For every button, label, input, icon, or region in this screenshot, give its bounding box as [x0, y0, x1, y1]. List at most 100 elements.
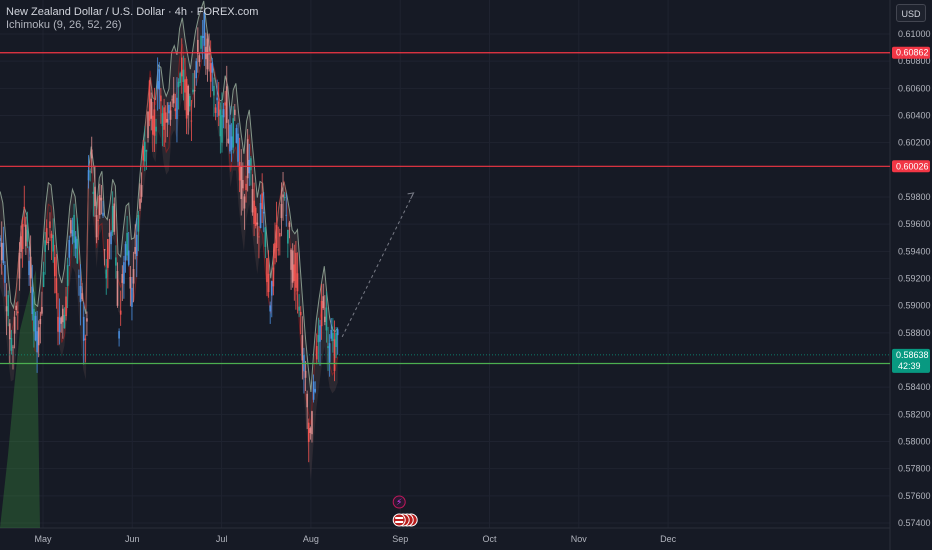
candle-body	[102, 212, 104, 216]
candle-body	[92, 191, 95, 194]
candle-body	[110, 231, 112, 245]
time-tick-label: Sep	[392, 534, 408, 544]
candle-body	[108, 232, 111, 237]
candle-body	[26, 229, 29, 242]
candle-body	[0, 242, 3, 261]
candle-body	[86, 318, 88, 322]
candle-body	[283, 197, 286, 198]
candle-body	[42, 271, 45, 287]
last-price-label: 0.58638	[896, 350, 929, 360]
candle-body	[269, 305, 271, 312]
candle-body	[153, 109, 156, 136]
candle-body	[198, 55, 201, 63]
candle-body	[303, 354, 305, 372]
candle-body	[201, 36, 204, 38]
candle-body	[161, 113, 164, 127]
candle-body	[315, 346, 318, 360]
currency-button[interactable]: USD	[896, 4, 926, 22]
candle-body	[44, 240, 46, 252]
overlays	[0, 52, 890, 365]
candle-body	[320, 300, 323, 327]
candle-body	[53, 257, 56, 277]
lightning-icon[interactable]	[392, 495, 406, 509]
candle-body	[45, 228, 48, 244]
candle-body	[116, 271, 119, 306]
candle-body	[118, 331, 120, 339]
time-tick-label: Jul	[216, 534, 228, 544]
candle-body	[295, 252, 297, 288]
level-price-label: 0.60862	[896, 48, 929, 58]
candle-body	[270, 281, 273, 296]
price-tick-label: 0.58000	[898, 437, 931, 447]
candle-body	[311, 411, 313, 435]
candle-body	[219, 109, 222, 137]
flag-stripe	[395, 521, 404, 523]
candle-body	[81, 293, 83, 300]
candle-body	[279, 232, 281, 237]
candle-body	[137, 215, 140, 232]
bar-countdown-label: 42:39	[898, 361, 921, 371]
candle-body	[49, 221, 51, 228]
time-tick-label: May	[34, 534, 52, 544]
candle-body	[232, 118, 235, 148]
candle-body	[290, 249, 292, 270]
time-tick-label: Aug	[303, 534, 319, 544]
us-flag-icon[interactable]	[392, 513, 406, 527]
candle-body	[330, 329, 333, 339]
candle-body	[5, 306, 8, 312]
candle-body	[74, 236, 77, 249]
candle-body	[65, 296, 67, 317]
event-markers[interactable]: ⚡	[392, 495, 418, 527]
price-axis[interactable]: 0.61000 0.60800 0.60600 0.60400 0.60200 0.598…	[892, 29, 931, 528]
candle-body	[267, 273, 270, 293]
candle-body	[180, 57, 183, 77]
candle-body	[193, 90, 196, 92]
candle-body	[319, 325, 321, 342]
candle-body	[285, 214, 288, 216]
candle-body	[324, 316, 326, 323]
candle-body	[50, 233, 53, 239]
time-tick-label: Dec	[660, 534, 677, 544]
indicator-legend[interactable]: Ichimoku (9, 26, 52, 26)	[6, 19, 122, 31]
candle-body	[87, 170, 90, 181]
candle-body	[335, 333, 337, 347]
candle-body	[98, 195, 101, 215]
candle-body	[147, 111, 149, 139]
candle-body	[299, 311, 302, 316]
candle-body	[155, 126, 157, 132]
candles	[0, 10, 339, 463]
candle-body	[18, 252, 21, 279]
candle-body	[105, 269, 108, 279]
candle-body	[298, 306, 300, 311]
candle-body	[127, 250, 130, 265]
candle-body	[306, 393, 308, 408]
candle-body	[20, 236, 22, 253]
candle-body	[82, 316, 85, 341]
candle-body	[325, 307, 328, 331]
candle-body	[55, 278, 58, 294]
candle-body	[145, 149, 148, 152]
candle-body	[190, 120, 193, 122]
candle-body	[97, 219, 99, 221]
candle-body	[258, 236, 260, 238]
candle-body	[304, 370, 307, 378]
candle-body	[156, 81, 159, 89]
candle-body	[0, 238, 1, 241]
candle-body	[214, 107, 217, 113]
candle-body	[240, 166, 243, 200]
candle-body	[29, 256, 32, 279]
candle-body	[144, 141, 146, 162]
candle-body	[103, 249, 106, 251]
kumo-cloud	[0, 0, 338, 480]
candle-body	[332, 333, 334, 341]
candle-body	[94, 186, 96, 207]
candle-body	[17, 311, 19, 314]
candle-body	[23, 206, 26, 209]
projection-arrow-line[interactable]	[341, 192, 415, 338]
candle-body	[221, 114, 223, 143]
time-axis[interactable]: May Jun Jul Aug Sep Oct Nov Dec	[34, 534, 676, 544]
candle-body	[58, 317, 61, 333]
candle-body	[277, 249, 280, 251]
